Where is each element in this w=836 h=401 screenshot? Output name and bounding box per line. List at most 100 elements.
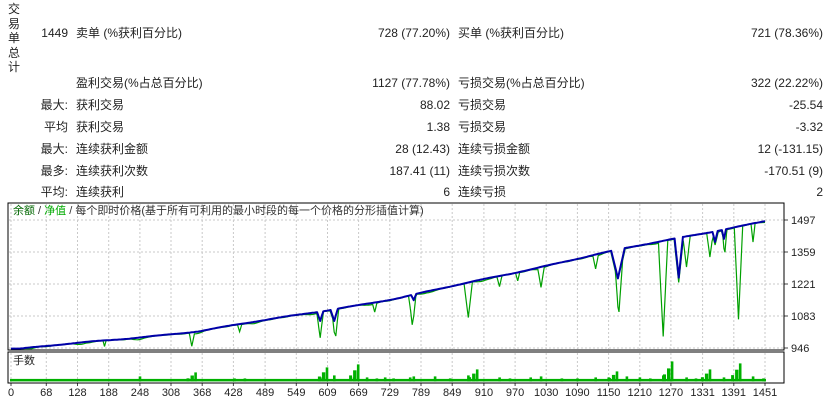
lots-bar bbox=[317, 376, 321, 382]
x-tick-label: 970 bbox=[506, 387, 524, 399]
x-tick-label: 1150 bbox=[597, 387, 621, 399]
lots-bar bbox=[243, 378, 247, 382]
lots-bar bbox=[498, 377, 501, 382]
stat-label: 连续获利金额 bbox=[76, 142, 149, 156]
stat-label: 连续亏损金额 bbox=[458, 142, 531, 156]
stat-row: 最多: 连续获利次数 187.41 (11) 连续亏损次数 -170.51 (9) bbox=[0, 162, 836, 179]
stat-label: 亏损交易(%占总百分比) bbox=[458, 76, 585, 90]
x-tick-label: 910 bbox=[475, 387, 493, 399]
stat-value: 88.02 bbox=[419, 97, 450, 112]
lots-bar bbox=[625, 376, 629, 382]
stat-prefix: 平均 bbox=[43, 120, 68, 134]
stat-prefix: 1449 bbox=[41, 25, 68, 40]
lots-panel-border bbox=[7, 351, 785, 384]
lots-bar bbox=[722, 377, 726, 382]
x-tick-label: 1210 bbox=[628, 387, 652, 399]
lots-bar bbox=[194, 372, 197, 382]
x-tick-label: 1090 bbox=[565, 387, 589, 399]
lots-panel-bg bbox=[8, 352, 784, 383]
stat-row: 平均: 连续获利 6 连续亏损 2 bbox=[0, 183, 836, 200]
legend-balance: 余额 bbox=[13, 203, 35, 217]
lots-bar bbox=[186, 378, 190, 382]
lots-bar bbox=[700, 377, 704, 382]
total-trades-header: 交易单总计 bbox=[8, 2, 21, 75]
lots-bar bbox=[468, 377, 472, 382]
x-tick-label: 308 bbox=[162, 387, 180, 399]
lots-bar bbox=[738, 363, 742, 382]
lots-bar bbox=[607, 377, 611, 382]
lots-bar bbox=[539, 376, 543, 382]
lots-bar bbox=[704, 373, 709, 382]
stat-value: 12 (-131.15) bbox=[757, 141, 823, 156]
stat-label: 连续亏损次数 bbox=[458, 164, 531, 178]
stat-label: 买单 (%获利百分比) bbox=[458, 26, 564, 40]
stat-value: 6 bbox=[443, 184, 450, 199]
lots-baseline bbox=[10, 378, 766, 382]
stat-value: 728 (77.20%) bbox=[377, 25, 450, 40]
lots-bar bbox=[448, 378, 452, 382]
stat-label: 亏损交易 bbox=[458, 98, 507, 112]
lots-bar bbox=[138, 376, 142, 382]
stat-value: 721 (78.36%) bbox=[750, 25, 823, 40]
lots-bar bbox=[321, 372, 326, 382]
x-tick-label: 128 bbox=[68, 387, 86, 399]
stat-row: 最大: 连续获利金额 28 (12.43) 连续亏损金额 12 (-131.15) bbox=[0, 140, 836, 157]
x-tick-label: 428 bbox=[224, 387, 242, 399]
stat-value: -3.32 bbox=[795, 119, 823, 134]
y-tick-label: 946 bbox=[791, 343, 809, 355]
main-panel-border bbox=[7, 202, 785, 351]
x-tick-label: 849 bbox=[443, 387, 461, 399]
x-tick-label: 729 bbox=[381, 387, 399, 399]
legend-separator: / bbox=[35, 205, 44, 217]
stat-label: 盈利交易(%占总百分比) bbox=[76, 76, 203, 90]
stat-label: 连续获利 bbox=[76, 185, 125, 199]
lots-bar bbox=[233, 378, 236, 382]
stat-label: 卖单 (%获利百分比) bbox=[76, 26, 182, 40]
y-tick-label: 1497 bbox=[791, 215, 815, 227]
lots-bar bbox=[472, 373, 476, 382]
legend-equity: 净值 bbox=[44, 203, 66, 217]
stat-row: 平均 获利交易 1.38 亏损交易 -3.32 bbox=[0, 118, 836, 135]
lots-bar bbox=[667, 368, 671, 382]
lots-bar bbox=[349, 375, 353, 382]
lots-bar bbox=[433, 376, 437, 382]
x-tick-label: 68 bbox=[40, 387, 52, 399]
lots-bar bbox=[475, 369, 479, 382]
main-panel-bg bbox=[8, 203, 784, 350]
lots-bar bbox=[762, 378, 765, 382]
stat-row: 最大: 获利交易 88.02 亏损交易 -25.54 bbox=[0, 96, 836, 113]
lots-bar bbox=[694, 378, 698, 382]
stat-value: 28 (12.43) bbox=[395, 141, 450, 156]
x-tick-label: 609 bbox=[318, 387, 336, 399]
legend-separator: / bbox=[66, 205, 75, 217]
lots-bar bbox=[356, 364, 360, 382]
lots-bar bbox=[408, 377, 412, 382]
lots-bar bbox=[685, 377, 688, 382]
chart-legend: 余额 / 净值 / 每个即时价格(基于所有可利用的最小时段的每一个价格的分形插值… bbox=[13, 203, 424, 217]
stat-label: 获利交易 bbox=[76, 120, 125, 134]
stat-row: 1449 卖单 (%获利百分比) 728 (77.20%) 买单 (%获利百分比) 72… bbox=[0, 24, 836, 41]
stat-row: 盈利交易(%占总百分比) 1127 (77.78%) 亏损交易(%占总百分比) 322… bbox=[0, 74, 836, 91]
lots-bar bbox=[190, 375, 194, 382]
lots-bar bbox=[412, 376, 416, 382]
lots-panel-label: 手数 bbox=[13, 353, 35, 367]
x-tick-label: 789 bbox=[412, 387, 430, 399]
legend-method: 每个即时价格(基于所有可利用的最小时段的每一个价格的分形插值计算) bbox=[75, 203, 423, 217]
stat-label: 获利交易 bbox=[76, 98, 125, 112]
x-tick-label: 1331 bbox=[690, 387, 714, 399]
x-tick-label: 1391 bbox=[722, 387, 746, 399]
stat-label: 连续获利次数 bbox=[76, 164, 149, 178]
x-tick-label: 188 bbox=[100, 387, 118, 399]
x-tick-label: 0 bbox=[8, 387, 14, 399]
stat-label: 连续亏损 bbox=[458, 185, 507, 199]
lots-bar bbox=[615, 371, 619, 382]
balance-line bbox=[11, 220, 766, 350]
lots-bar bbox=[649, 378, 652, 382]
x-tick-label: 549 bbox=[287, 387, 305, 399]
stat-value: 1.38 bbox=[426, 119, 450, 134]
stat-prefix: 最大: bbox=[40, 98, 68, 112]
lots-bar bbox=[392, 378, 395, 382]
y-tick-label: 1359 bbox=[791, 247, 815, 259]
